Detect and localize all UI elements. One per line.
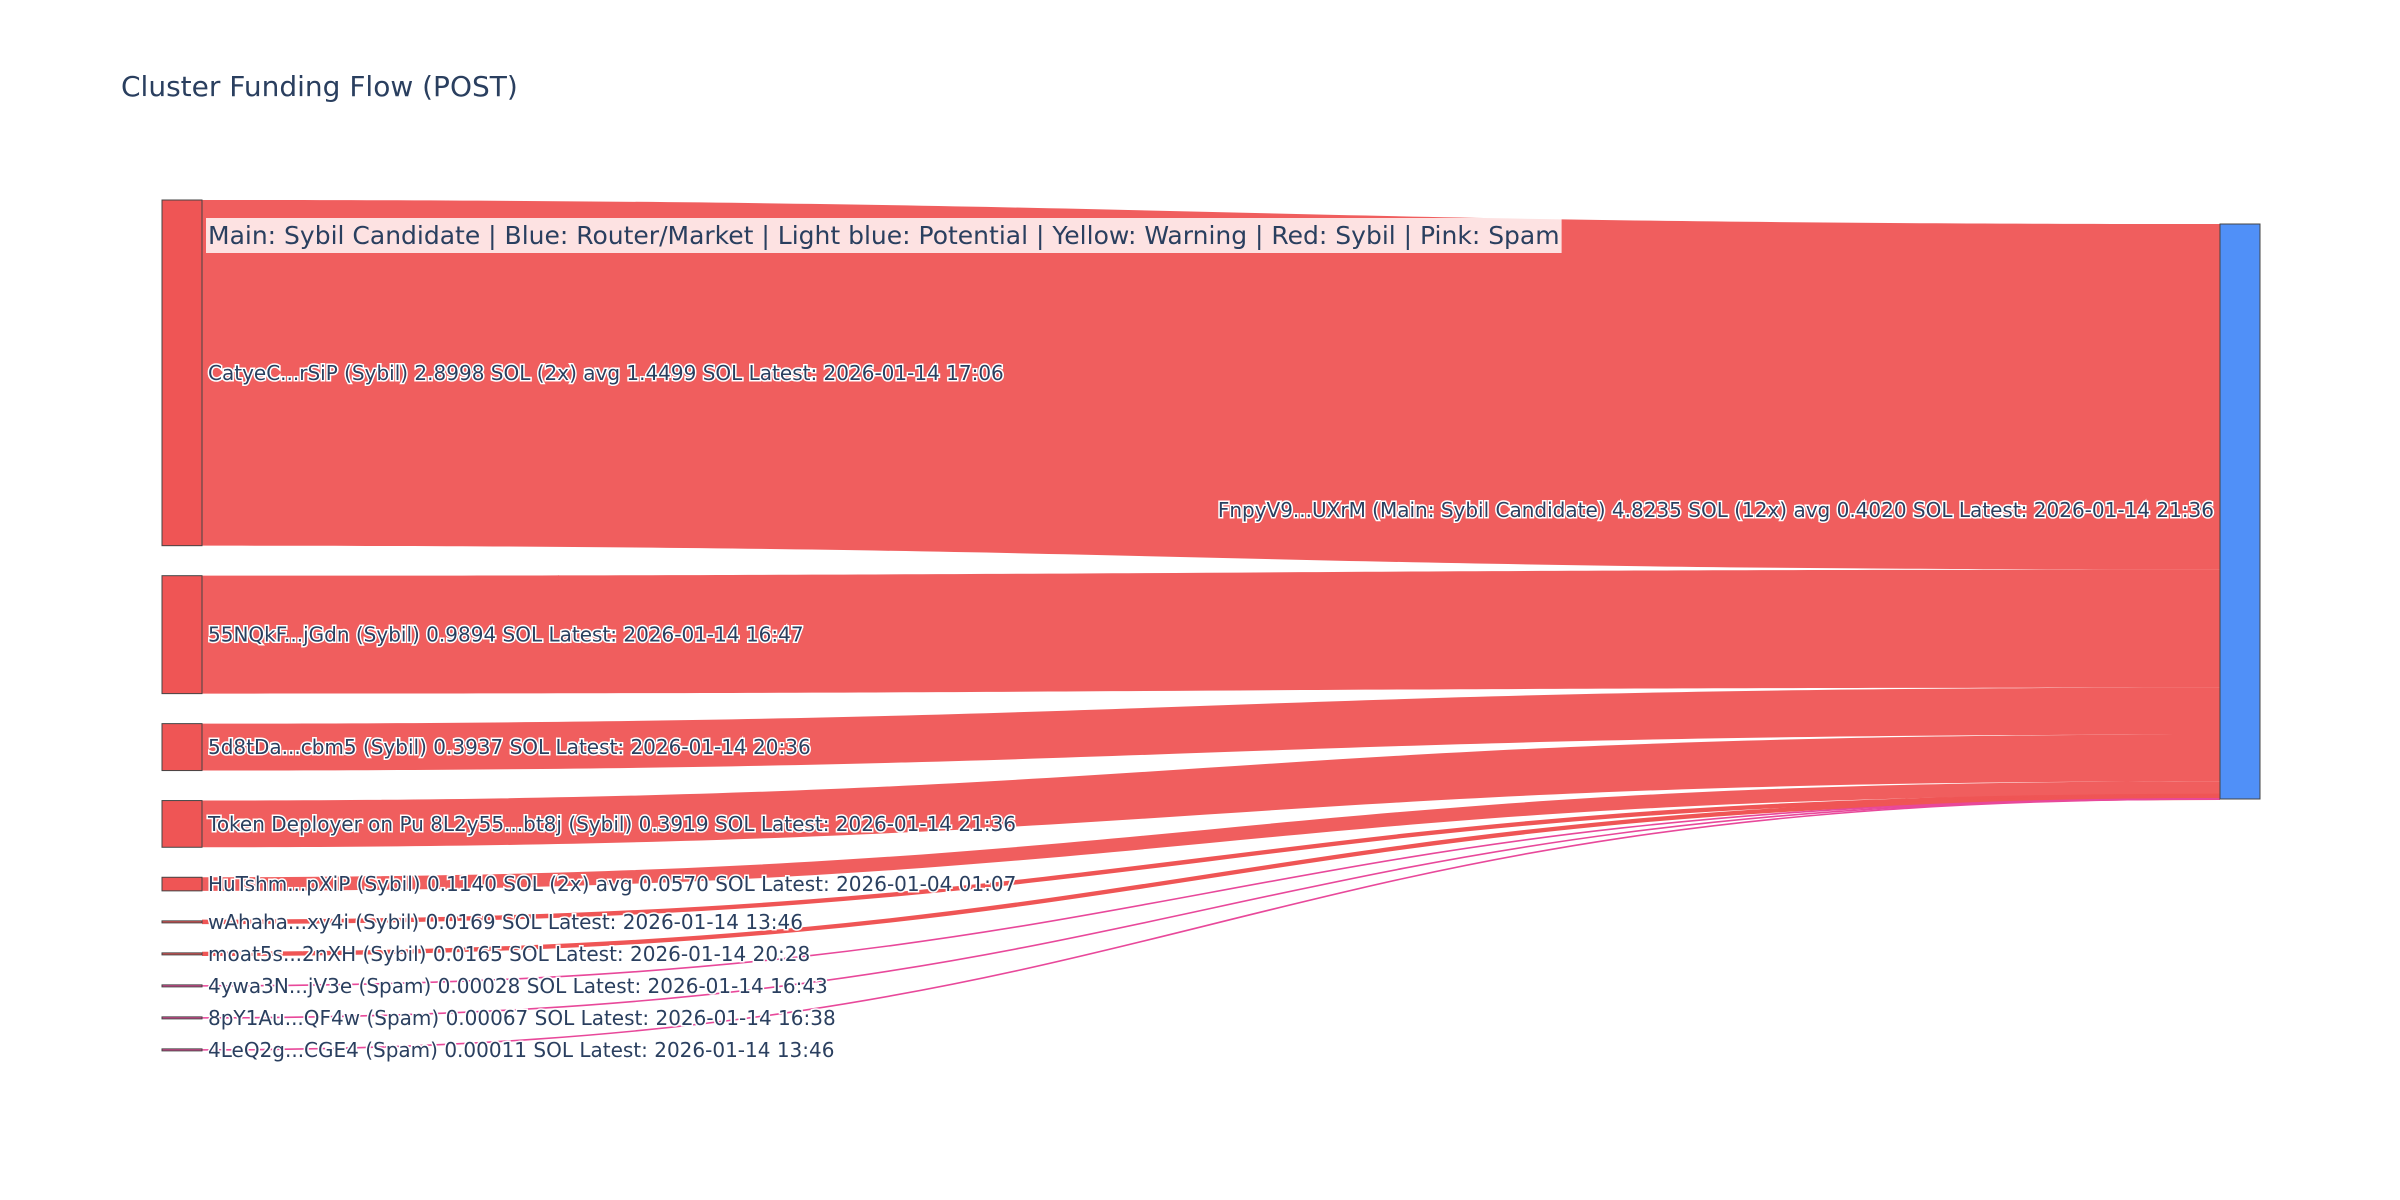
target-label-main: FnpyV9...UXrM (Main: Sybil Candidate) 4.… xyxy=(1218,498,2214,522)
source-node-s2[interactable] xyxy=(161,575,203,695)
flow-link-s9 xyxy=(201,798,2221,1019)
source-label-s5: HuTshm...pXiP (Sybil) 0.1140 SOL (2x) av… xyxy=(208,872,1016,896)
flow-link-s8 xyxy=(201,798,2221,987)
source-node-s10[interactable] xyxy=(161,1048,203,1052)
source-node-s8[interactable] xyxy=(161,984,203,988)
source-label-s2: 55NQkF...jGdn (Sybil) 0.9894 SOL Latest:… xyxy=(208,623,804,647)
source-node-s5[interactable] xyxy=(161,876,203,892)
source-node-s9[interactable] xyxy=(161,1016,203,1020)
source-label-s9: 8pY1Au...QF4w (Spam) 0.00067 SOL Latest:… xyxy=(208,1006,836,1030)
flow-link-s4 xyxy=(202,734,2220,848)
chart-title: Cluster Funding Flow (POST) xyxy=(121,70,518,103)
source-label-s7: moat5s...2nXH (Sybil) 0.0165 SOL Latest:… xyxy=(208,942,810,966)
nodes xyxy=(161,199,2261,1052)
flow-link-s7 xyxy=(201,795,2221,957)
source-node-s3[interactable] xyxy=(161,723,203,772)
flow-link-s10 xyxy=(201,798,2221,1051)
source-node-s6[interactable] xyxy=(161,920,203,924)
source-node-s1[interactable] xyxy=(161,199,203,547)
target-node-main[interactable] xyxy=(2219,223,2261,800)
legend-annotation: Main: Sybil Candidate | Blue: Router/Mar… xyxy=(208,221,1560,250)
legend-annotation-bg xyxy=(206,218,1562,253)
flow-link-s1 xyxy=(202,200,2220,570)
source-label-s10: 4LeQ2g...CGE4 (Spam) 0.00011 SOL Latest:… xyxy=(208,1038,834,1062)
source-node-s4[interactable] xyxy=(161,800,203,848)
source-label-s6: wAhaha...xy4i (Sybil) 0.0169 SOL Latest:… xyxy=(208,910,803,934)
flow-link-s5 xyxy=(202,781,2220,891)
flow-link-s2 xyxy=(202,569,2220,694)
source-node-s7[interactable] xyxy=(161,952,203,956)
source-label-s8: 4ywa3N...jV3e (Spam) 0.00028 SOL Latest:… xyxy=(208,974,828,998)
source-label-s4: Token Deployer on Pu 8L2y55...bt8j (Sybi… xyxy=(207,812,1016,836)
flow-links xyxy=(201,200,2221,1051)
node-labels: CatyeC...rSiP (Sybil) 2.8998 SOL (2x) av… xyxy=(206,218,2216,1063)
source-label-s3: 5d8tDa...cbm5 (Sybil) 0.3937 SOL Latest:… xyxy=(208,735,811,759)
flow-link-s6 xyxy=(201,793,2221,925)
flow-link-s3 xyxy=(202,687,2220,771)
source-label-s1: CatyeC...rSiP (Sybil) 2.8998 SOL (2x) av… xyxy=(208,361,1004,385)
